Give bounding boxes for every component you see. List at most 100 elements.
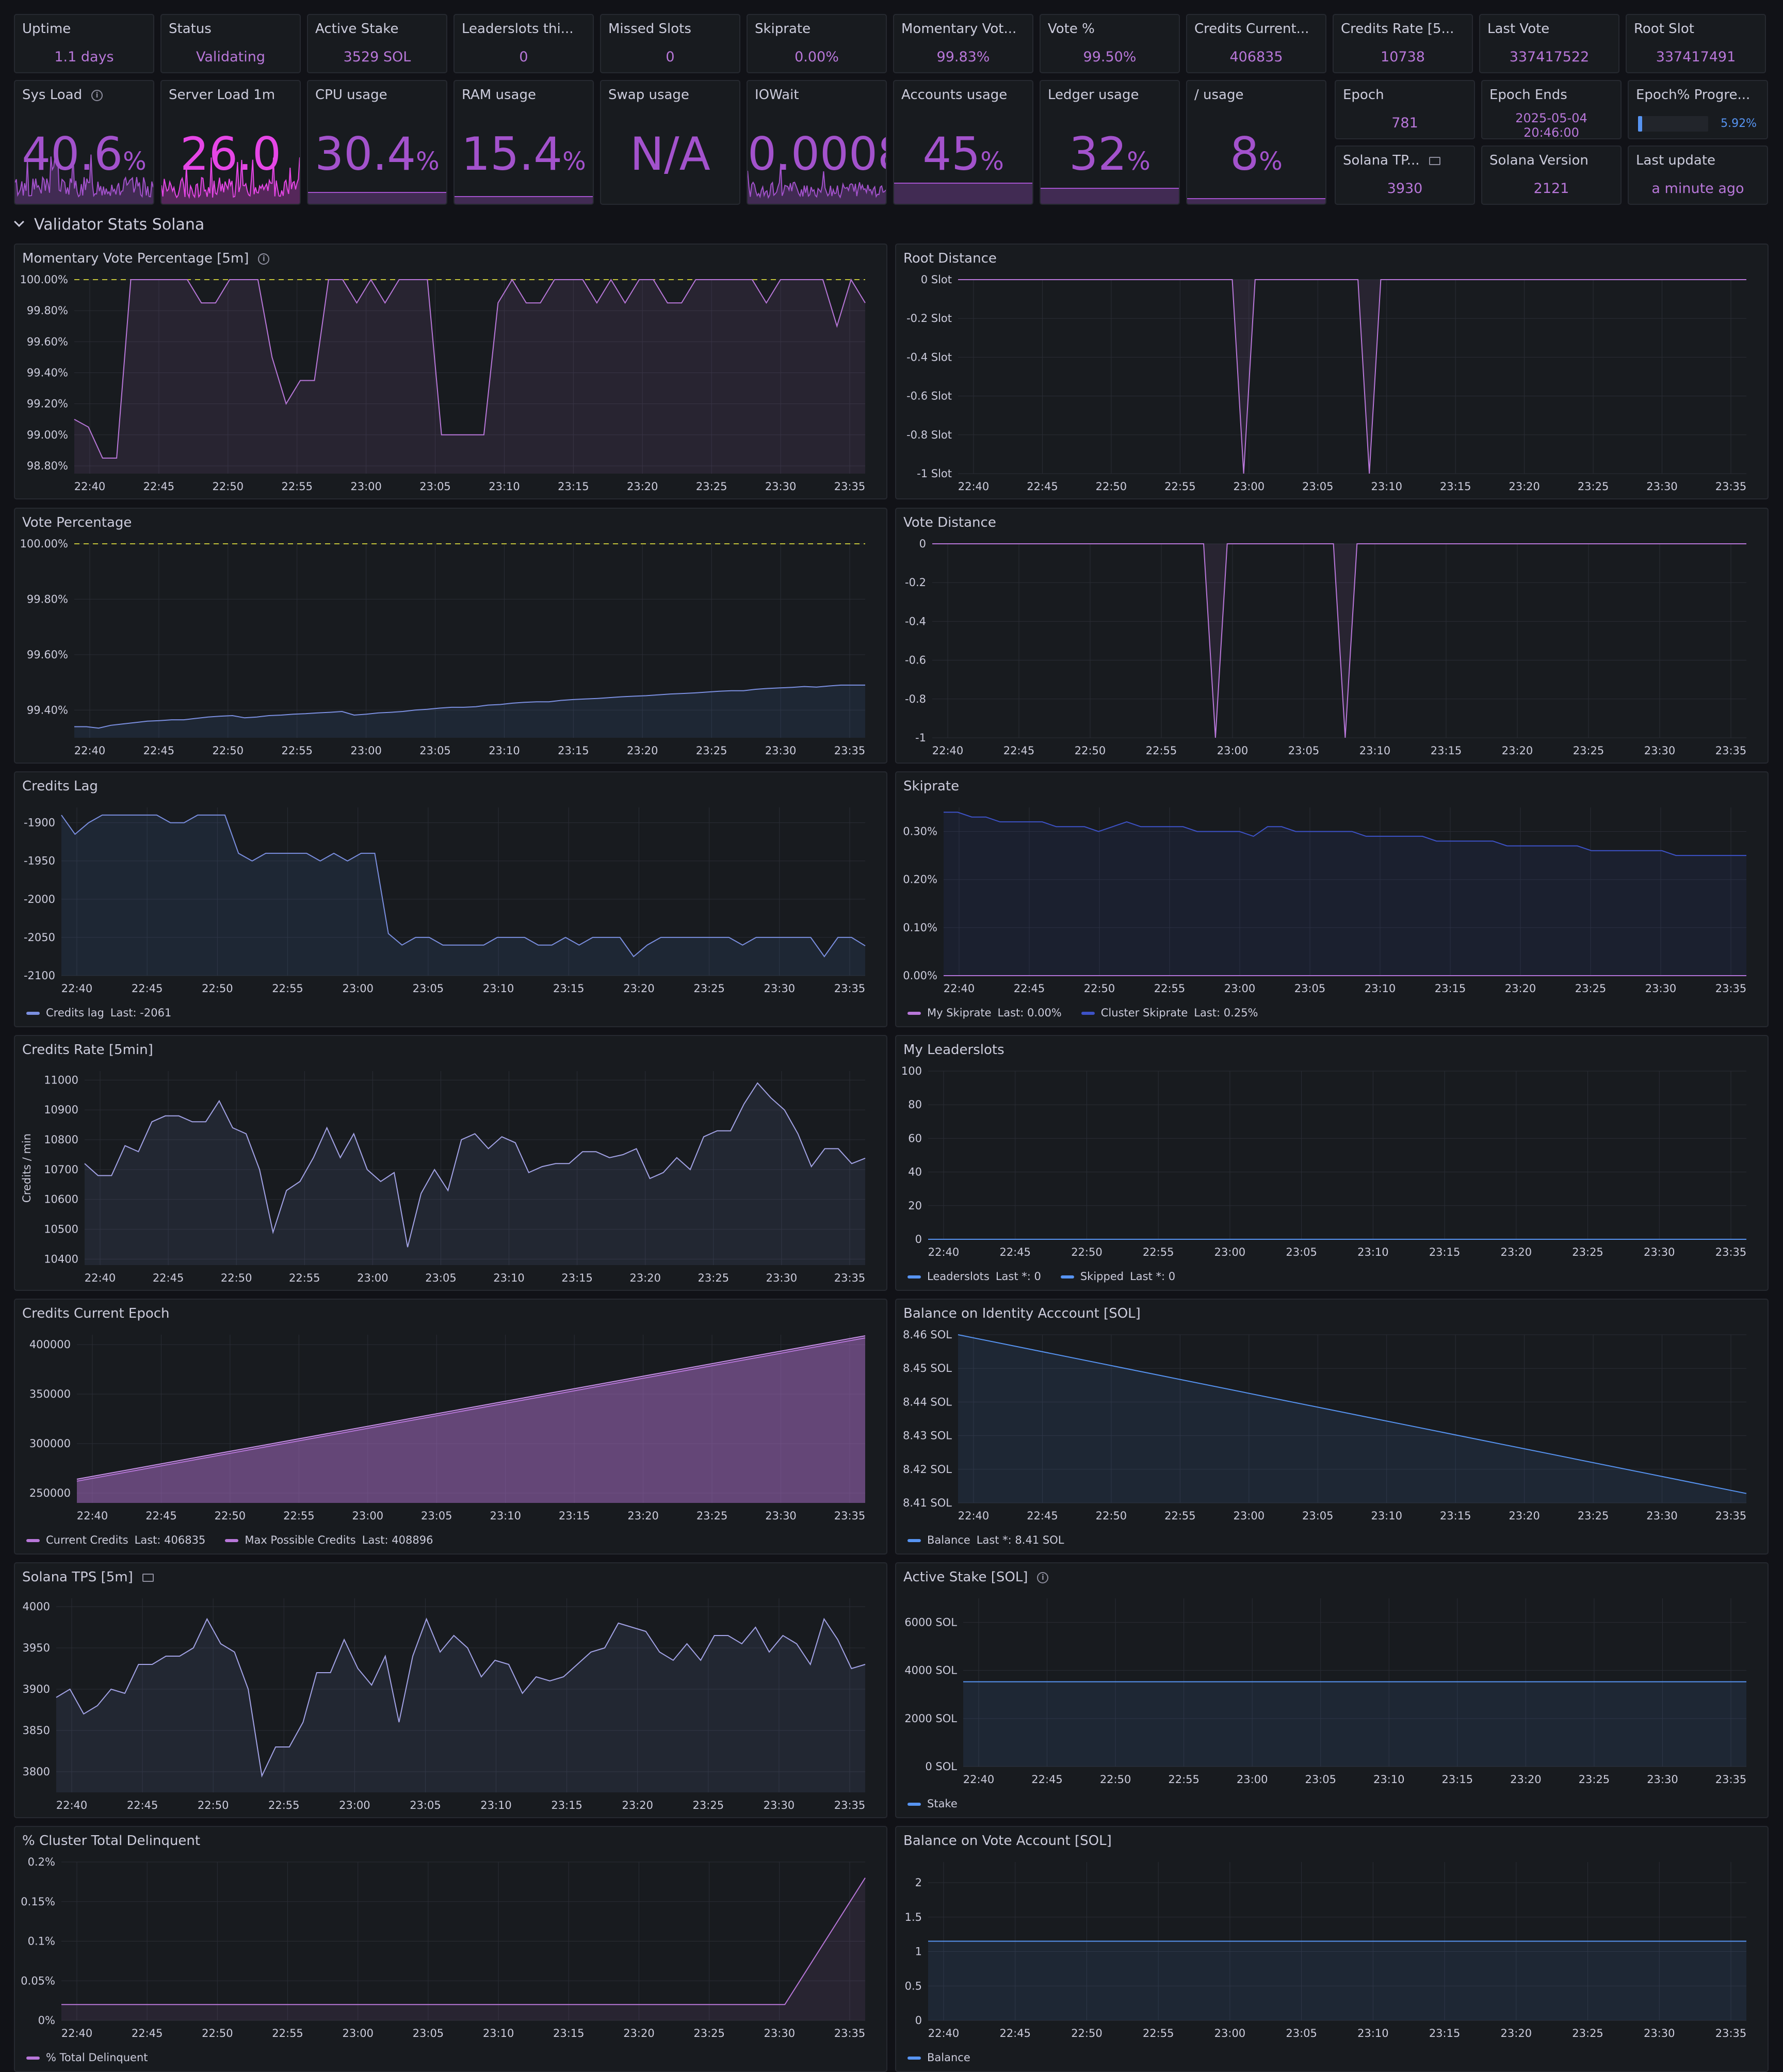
chart-title-text: My Leaderslots xyxy=(903,1042,1004,1058)
x-tick-label: 23:35 xyxy=(834,1272,866,1284)
x-tick-label: 22:55 xyxy=(1146,744,1177,757)
chart-legend[interactable]: Leaderslots Last *: 0 Skipped Last *: 0 xyxy=(907,1270,1195,1283)
chart-svg: 8.46 SOL 8.45 SOL 8.44 SOL 8.43 SOL 8.42 SOL… xyxy=(903,1329,1746,1522)
legend-item[interactable]: Leaderslots Last *: 0 xyxy=(907,1270,1047,1283)
x-tick-label: 23:35 xyxy=(834,982,866,995)
chart-title-text: Credits Lag xyxy=(22,779,98,794)
x-tick-label: 23:20 xyxy=(623,982,655,995)
y-tick-label: 6000 SOL xyxy=(904,1616,957,1629)
x-tick-label: 23:30 xyxy=(766,1272,798,1284)
chart-panel-vote-distance[interactable]: Vote Distance 0 -0.2 -0.4 -0.6 -0.8 -1 22:40 22:… xyxy=(895,508,1769,764)
description-icon[interactable] xyxy=(142,1573,154,1582)
legend-item[interactable]: Skipped Last *: 0 xyxy=(1060,1270,1181,1283)
x-tick-label: 22:50 xyxy=(221,1272,252,1284)
chart-panel-root-distance[interactable]: Root Distance 0 Slot -0.2 Slot -0.4 Slot -0.… xyxy=(895,244,1769,499)
x-tick-label: 23:00 xyxy=(350,480,382,493)
chevron-down-icon[interactable] xyxy=(14,217,24,227)
x-tick-label: 23:05 xyxy=(1302,1510,1334,1522)
chart-panel-active-stake[interactable]: Active Stake [SOL] i 6000 SOL 4000 SOL 2000 … xyxy=(895,1562,1769,1818)
legend-last: Last: 0.00% xyxy=(997,1007,1062,1019)
x-tick-label: 23:00 xyxy=(1234,1510,1265,1522)
x-tick-label: 23:00 xyxy=(1217,744,1249,757)
gauge-panel: Sys Load i 40.6% xyxy=(14,80,154,205)
chart-legend[interactable]: Stake xyxy=(907,1798,983,1810)
sparkline xyxy=(161,157,300,204)
y-tick-label: -2100 xyxy=(24,969,55,982)
x-tick-label: 23:05 xyxy=(1286,2027,1317,2039)
x-tick-label: 23:15 xyxy=(558,744,589,757)
stat-value: 781 xyxy=(1391,115,1418,131)
chart-panel-credits-rate[interactable]: Credits Rate [5min] 11000 10900 10800 10700 1… xyxy=(14,1035,887,1291)
gauge-title: IOWait xyxy=(755,87,799,103)
legend-item[interactable]: Cluster Skiprate Last: 0.25% xyxy=(1081,1007,1265,1019)
sparkline xyxy=(15,153,153,204)
legend-swatch xyxy=(907,1803,921,1806)
chart-title: Vote Distance xyxy=(903,515,996,530)
x-tick-label: 22:50 xyxy=(213,480,244,493)
chart-panel-solana-tps[interactable]: Solana TPS [5m] 4000 3950 3900 3850 3800 22:40… xyxy=(14,1562,887,1818)
chart-panel-vote-percentage[interactable]: Vote Percentage 100.00% 99.80% 99.60% 99.40%… xyxy=(14,508,887,764)
series-line xyxy=(76,1335,866,1480)
stat-panel: Momentary Vot... 99.83% xyxy=(893,14,1033,73)
chart-panel-credits-current-epoch[interactable]: Credits Current Epoch 400000 350000 300000 2… xyxy=(14,1299,887,1555)
gauge-number: 40.6 xyxy=(22,127,123,181)
chart-title-text: Credits Current Epoch xyxy=(22,1306,170,1321)
chart-legend[interactable]: % Total Delinquent xyxy=(26,2051,174,2064)
stat-epoch-progress: Epoch% Progre... 5.92% xyxy=(1628,80,1768,139)
gauge-unit: % xyxy=(123,147,147,176)
y-tick-label: 400000 xyxy=(29,1338,71,1351)
chart-legend[interactable]: Balance xyxy=(907,2051,996,2064)
legend-item[interactable]: Credits lag Last: -2061 xyxy=(26,1007,177,1019)
legend-item[interactable]: Max Possible Credits Last: 408896 xyxy=(225,1534,439,1546)
chart-panel-balance-identity[interactable]: Balance on Identity Acccount [SOL] 8.46 S… xyxy=(895,1299,1769,1555)
chart-title: Balance on Identity Acccount [SOL] xyxy=(903,1306,1141,1321)
x-tick-label: 23:20 xyxy=(1501,2027,1532,2039)
x-tick-label: 22:40 xyxy=(928,2027,960,2039)
stat-epoch-ends: Epoch Ends 2025-05-04 20:46:00 xyxy=(1481,80,1622,139)
legend-item[interactable]: Stake xyxy=(907,1798,970,1810)
legend-item[interactable]: Balance xyxy=(907,2051,983,2064)
x-tick-label: 22:40 xyxy=(958,1510,990,1522)
legend-last: Last: 406835 xyxy=(134,1534,206,1546)
stat-value: a minute ago xyxy=(1651,181,1744,197)
chart-legend[interactable]: Credits lag Last: -2061 xyxy=(26,1007,191,1019)
y-tick-label: 3900 xyxy=(23,1683,50,1695)
description-icon[interactable] xyxy=(1429,156,1440,165)
legend-item[interactable]: My Skiprate Last: 0.00% xyxy=(907,1007,1068,1019)
y-tick-label: 0.30% xyxy=(903,825,937,838)
x-tick-label: 23:15 xyxy=(561,1272,593,1284)
y-tick-label: -2050 xyxy=(24,931,55,944)
row-header[interactable]: Validator Stats Solana xyxy=(14,216,204,234)
chart-panel-leaderslots[interactable]: My Leaderslots 100 80 60 40 20 0 22:40 22:45 22:5… xyxy=(895,1035,1769,1291)
x-tick-label: 22:50 xyxy=(1084,982,1115,995)
info-icon[interactable]: i xyxy=(258,253,270,265)
x-tick-label: 23:30 xyxy=(765,1510,797,1522)
chart-panel-momentary-vote[interactable]: Momentary Vote Percentage [5m] i 100.00% 99… xyxy=(14,244,887,499)
gauge-value: 26.0 xyxy=(161,127,300,181)
x-tick-label: 22:50 xyxy=(202,982,233,995)
chart-panel-credits-lag[interactable]: Credits Lag -1900 -1950 -2000 -2050 -2100 22:4… xyxy=(14,771,887,1027)
y-tick-label: 0 SOL xyxy=(925,1760,957,1773)
x-tick-label: 23:00 xyxy=(1237,1773,1268,1786)
legend-item[interactable]: % Total Delinquent xyxy=(26,2051,160,2064)
chart-legend[interactable]: Balance Last *: 8.41 SOL xyxy=(907,1534,1083,1546)
legend-item[interactable]: Current Credits Last: 406835 xyxy=(26,1534,212,1546)
chart-svg: 0.2% 0.15% 0.1% 0.05% 0% 22:40 22:45 22:50 22:55… xyxy=(21,1856,866,2039)
gauge-panel: CPU usage 30.4% xyxy=(307,80,447,205)
chart-panel-skiprate[interactable]: Skiprate 0.30% 0.20% 0.10% 0.00% 22:40 22:45 22… xyxy=(895,771,1769,1027)
chart-legend[interactable]: Current Credits Last: 406835 Max Possible … xyxy=(26,1534,452,1546)
x-tick-label: 23:05 xyxy=(410,1799,441,1811)
x-tick-label: 23:00 xyxy=(1224,982,1256,995)
info-icon[interactable]: i xyxy=(1037,1572,1049,1583)
x-tick-label: 22:55 xyxy=(1164,480,1196,493)
info-icon[interactable]: i xyxy=(91,89,103,101)
legend-item[interactable]: Balance Last *: 8.41 SOL xyxy=(907,1534,1070,1546)
chart-legend[interactable]: My Skiprate Last: 0.00% Cluster Skiprate La… xyxy=(907,1007,1278,1019)
chart-title: % Cluster Total Delinquent xyxy=(22,1833,200,1849)
y-tick-label: -1950 xyxy=(24,855,55,867)
x-tick-label: 23:35 xyxy=(1715,480,1747,493)
stat-panel: Skiprate 0.00% xyxy=(747,14,887,73)
chart-panel-balance-vote[interactable]: Balance on Vote Account [SOL] 2 1.5 1 0.5 0 22… xyxy=(895,1826,1769,2072)
series-area xyxy=(963,1681,1746,1767)
chart-panel-cluster-delinquent[interactable]: % Cluster Total Delinquent 0.2% 0.15% 0.1% 0… xyxy=(14,1826,887,2072)
